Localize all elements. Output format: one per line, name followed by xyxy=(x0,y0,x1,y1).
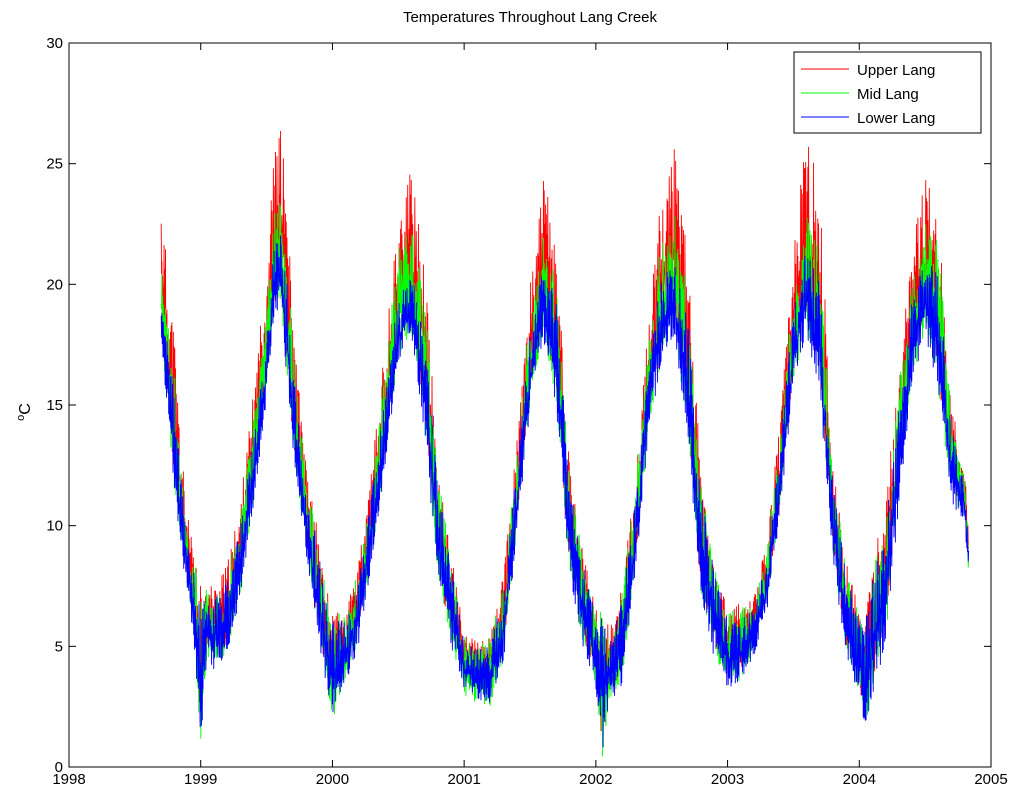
y-tick-label: 30 xyxy=(46,35,63,52)
x-tick-label: 2002 xyxy=(579,771,612,788)
y-tick-label: 5 xyxy=(55,638,63,655)
series-line-lower-lang xyxy=(160,235,970,748)
chart-title: Temperatures Throughout Lang Creek xyxy=(403,9,658,26)
y-tick-label: 20 xyxy=(46,276,63,293)
x-tick-label: 2003 xyxy=(711,771,744,788)
y-axis-label-superscript: o xyxy=(15,415,27,421)
y-tick-label: 15 xyxy=(46,397,63,414)
y-tick-label: 10 xyxy=(46,518,63,535)
y-tick-label: 25 xyxy=(46,156,63,173)
y-axis-label: oC xyxy=(15,403,34,421)
x-tick-label: 2005 xyxy=(974,771,1007,788)
x-tick-label: 2001 xyxy=(447,771,480,788)
legend-label-lower-lang: Lower Lang xyxy=(857,110,935,127)
y-tick-label: 0 xyxy=(55,759,63,776)
legend: Upper Lang Mid Lang Lower Lang xyxy=(793,51,982,134)
ticks-layer: 1998 1999 2000 2001 2002 2003 2004 2005 0 5 10 15 20… xyxy=(46,35,1007,788)
x-tick-label: 2004 xyxy=(843,771,876,788)
y-axis-label-unit: C xyxy=(17,403,34,415)
x-tick-label: 1999 xyxy=(184,771,217,788)
x-tick-label: 1998 xyxy=(52,771,85,788)
legend-label-upper-lang: Upper Lang xyxy=(857,62,935,79)
x-tick-label: 2000 xyxy=(316,771,349,788)
legend-label-mid-lang: Mid Lang xyxy=(857,86,919,103)
series-layer xyxy=(160,130,970,757)
